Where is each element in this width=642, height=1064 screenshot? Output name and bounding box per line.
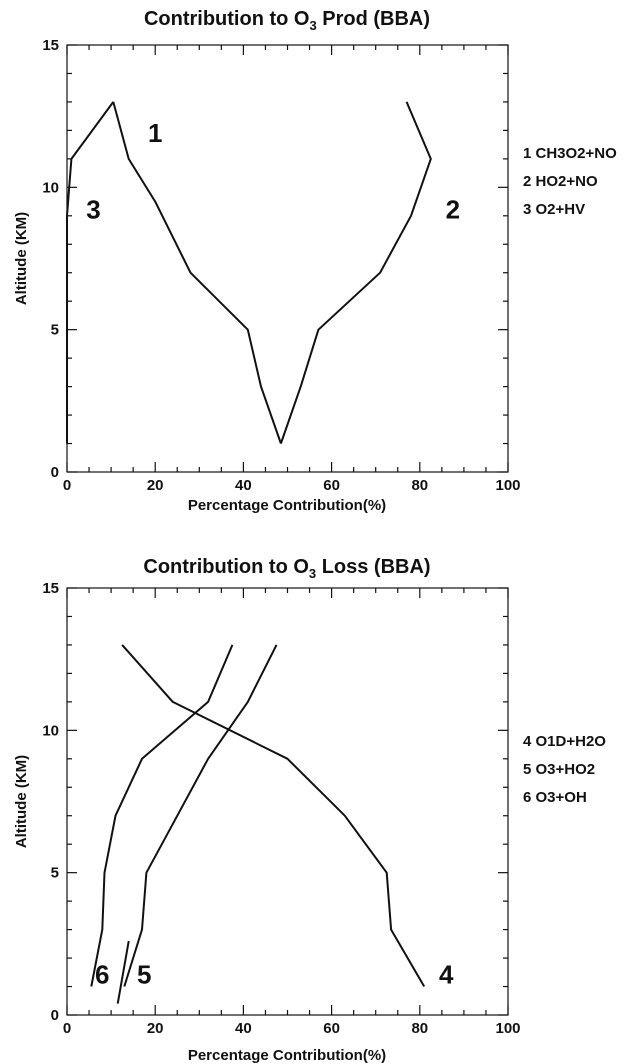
legend-item: 2 HO2+NO xyxy=(523,173,598,190)
curve-label-5: 5 xyxy=(137,960,151,990)
y-tick-label: 5 xyxy=(51,865,59,882)
tick-labels: 0 20 40 60 80 100 0 5 10 15 xyxy=(42,580,520,1037)
curve-labels: 4 56 xyxy=(95,940,454,1004)
y-tick-label: 5 xyxy=(51,322,59,339)
series-lines xyxy=(66,101,432,444)
plot-frame xyxy=(66,587,509,1016)
plot-frame xyxy=(66,44,509,473)
title-main: Contribution to O xyxy=(143,556,309,578)
x-tick-label: 20 xyxy=(147,477,164,494)
series-line-1 xyxy=(112,101,282,444)
x-axis-label: Percentage Contribution(%) xyxy=(188,1047,386,1064)
series-line-2 xyxy=(279,101,432,444)
x-tick-label: 0 xyxy=(63,477,71,494)
panel-title: Contribution to O3 Loss (BBA) xyxy=(143,556,430,581)
series-line-5 xyxy=(123,644,278,987)
legend: 1 CH3O2+NO 2 HO2+NO 3 O2+HV xyxy=(523,145,617,218)
title-subscript: 3 xyxy=(309,18,316,33)
x-tick-label: 40 xyxy=(235,477,252,494)
legend-item: 4 O1D+H2O xyxy=(523,733,606,750)
y-tick-label: 15 xyxy=(42,580,59,597)
legend-item: 3 O2+HV xyxy=(523,201,585,218)
x-tick-label: 100 xyxy=(495,1020,520,1037)
x-tick-label: 0 xyxy=(63,1020,71,1037)
y-tick-label: 10 xyxy=(42,179,59,196)
series-line-6 xyxy=(90,644,234,987)
legend: 4 O1D+H2O 5 O3+HO2 6 O3+OH xyxy=(523,733,606,806)
x-axis-label: Percentage Contribution(%) xyxy=(188,497,386,514)
ozone-production-panel: Contribution to O3 Prod (BBA) 0 20 40 60 80 1… xyxy=(13,8,617,514)
x-tick-label: 60 xyxy=(323,477,340,494)
curve-label-2: 2 xyxy=(446,195,460,225)
label-separator xyxy=(116,940,130,1004)
x-tick-label: 100 xyxy=(495,477,520,494)
tick-marks xyxy=(66,44,509,473)
title-main: Contribution to O xyxy=(144,8,310,30)
title-rest: Loss (BBA) xyxy=(316,556,430,578)
curve-label-3: 3 xyxy=(86,195,100,225)
curve-labels: 1 2 3 xyxy=(86,118,460,225)
title-rest: Prod (BBA) xyxy=(317,8,430,30)
legend-item: 1 CH3O2+NO xyxy=(523,145,617,162)
x-tick-label: 80 xyxy=(411,477,428,494)
x-tick-label: 60 xyxy=(323,1020,340,1037)
curve-label-4: 4 xyxy=(439,960,454,990)
series-lines xyxy=(90,644,426,988)
curve-label-6: 6 xyxy=(95,960,109,990)
legend-item: 6 O3+OH xyxy=(523,789,587,806)
y-tick-label: 10 xyxy=(42,722,59,739)
panel-title: Contribution to O3 Prod (BBA) xyxy=(144,8,430,33)
series-line-4 xyxy=(121,644,426,988)
tick-labels: 0 20 40 60 80 100 0 5 10 15 xyxy=(42,37,520,494)
legend-item: 5 O3+HO2 xyxy=(523,761,595,778)
y-tick-label: 0 xyxy=(51,1007,59,1024)
x-tick-label: 40 xyxy=(235,1020,252,1037)
x-tick-label: 80 xyxy=(411,1020,428,1037)
y-tick-label: 15 xyxy=(42,37,59,54)
title-subscript: 3 xyxy=(309,566,316,581)
y-axis-label: Altitude (KM) xyxy=(13,212,30,305)
x-tick-label: 20 xyxy=(147,1020,164,1037)
curve-label-1: 1 xyxy=(148,118,162,148)
y-tick-label: 0 xyxy=(51,464,59,481)
y-axis-label: Altitude (KM) xyxy=(13,755,30,848)
tick-marks xyxy=(66,587,509,1016)
series-line-3 xyxy=(66,101,115,444)
ozone-loss-panel: Contribution to O3 Loss (BBA) 0 20 40 60 80 1… xyxy=(13,556,606,1064)
